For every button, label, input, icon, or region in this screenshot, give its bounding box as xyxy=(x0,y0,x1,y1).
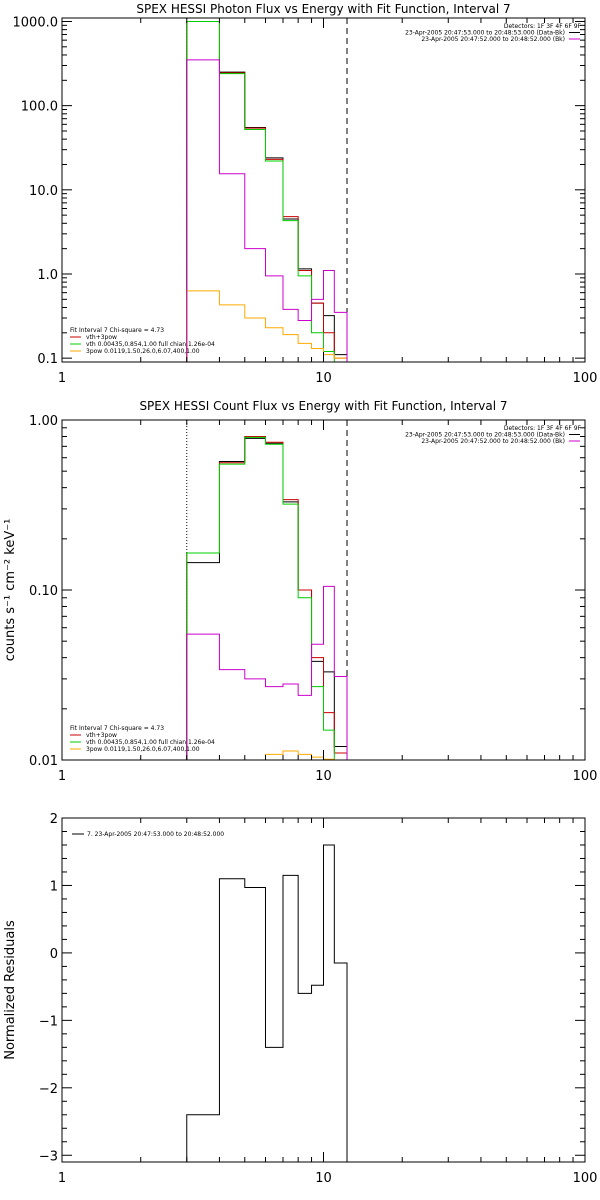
chart-title: SPEX HESSI Count Flux vs Energy with Fit… xyxy=(139,399,507,413)
y-tick-label: 0.10 xyxy=(29,584,58,599)
chart-panel-1: SPEX HESSI Photon Flux vs Energy with Fi… xyxy=(13,2,598,386)
x-tick-label: 1 xyxy=(58,371,66,386)
series-group xyxy=(186,435,348,760)
chart-panel-3: 1 10 100 −3 −2 −1 0 1 2 Normalized Residuals 7. 23… xyxy=(3,812,597,1186)
series-line-5 xyxy=(186,585,348,760)
legend-entry-text: 23-Apr-2005 20:47:53.000 to 20:48:53.000… xyxy=(405,432,565,439)
y-tick-label: 0 xyxy=(50,947,58,962)
legend-entry-text: 23-Apr-2005 20:47:53.000 to 20:48:53.000… xyxy=(405,30,565,37)
x-tick-label: 100 xyxy=(573,371,598,386)
y-tick-label: 2 xyxy=(50,812,58,827)
series-line-4 xyxy=(186,750,348,760)
legend-entry-text: 23-Apr-2005 20:47:52.000 to 20:48:52.000… xyxy=(421,438,565,445)
fit-legend-entry: vth 0.00435,0.854,1.00 full chian 1.26e-… xyxy=(86,739,215,746)
fit-legend-entry: vth 0.00435,0.854,1.00 full chian 1.26e-… xyxy=(86,341,215,348)
fit-legend-entry: 3pow 0.0119,1.50,26.0,6.07,400,1.00 xyxy=(86,348,200,355)
y-tick-label: 10.0 xyxy=(29,184,58,199)
y-tick-label: 1 xyxy=(50,879,58,894)
x-tick-label: 1 xyxy=(58,1171,66,1186)
series-group xyxy=(186,844,348,1162)
fit-legend-header: Fit Interval 7 Chi-square = 4.73 xyxy=(70,725,164,732)
y-tick-label: −2 xyxy=(39,1082,58,1097)
x-tick-label: 100 xyxy=(573,1171,598,1186)
series-line-1 xyxy=(186,437,348,760)
y-tick-label: −1 xyxy=(39,1014,58,1029)
series-line-4 xyxy=(186,290,348,362)
series-line-3 xyxy=(186,436,348,760)
legend-entry-text: 23-Apr-2005 20:47:52.000 to 20:48:52.000… xyxy=(421,36,565,43)
y-tick-label: 100.0 xyxy=(21,100,58,115)
series-line-5 xyxy=(186,59,348,362)
fit-legend-entry: 3pow 0.0119,1.50,26.0,6.07,400,1.00 xyxy=(86,746,200,753)
y-tick-label: 1.00 xyxy=(29,414,58,429)
fit-legend-entry: vth+3pow xyxy=(86,732,117,739)
y-axis-label: counts s⁻¹ cm⁻² keV⁻¹ xyxy=(3,519,18,662)
y-tick-label: 1000.0 xyxy=(13,15,59,30)
x-tick-label: 10 xyxy=(315,769,332,784)
chart-panel-2: SPEX HESSI Count Flux vs Energy with Fit… xyxy=(3,399,597,784)
y-tick-label: 0.01 xyxy=(29,754,58,769)
x-tick-label: 100 xyxy=(573,769,598,784)
series-line-1 xyxy=(186,20,348,362)
detectors-label: Detectors: 1F 3F 4F 6F 9F xyxy=(504,425,582,432)
fit-legend-header: Fit Interval 7 Chi-square = 4.73 xyxy=(70,327,164,334)
chart-title: SPEX HESSI Photon Flux vs Energy with Fi… xyxy=(136,2,510,16)
series-line-1 xyxy=(186,844,348,1162)
legend-entry-text: 7. 23-Apr-2005 20:47:53.000 to 20:48:52.… xyxy=(87,831,224,838)
series-line-3 xyxy=(186,20,348,362)
y-tick-label: −3 xyxy=(39,1149,58,1164)
y-tick-label: 1.0 xyxy=(37,268,58,283)
series-line-2 xyxy=(186,435,348,760)
x-tick-label: 1 xyxy=(58,769,66,784)
x-tick-label: 10 xyxy=(315,1171,332,1186)
detectors-label: Detectors: 1F 3F 4F 6F 9F xyxy=(504,23,582,30)
fit-legend-entry: vth+3pow xyxy=(86,334,117,341)
x-tick-label: 10 xyxy=(315,371,332,386)
y-tick-label: 0.1 xyxy=(37,352,58,367)
series-line-2 xyxy=(186,20,348,362)
series-group xyxy=(186,20,348,362)
y-axis-label: Normalized Residuals xyxy=(3,920,18,1060)
